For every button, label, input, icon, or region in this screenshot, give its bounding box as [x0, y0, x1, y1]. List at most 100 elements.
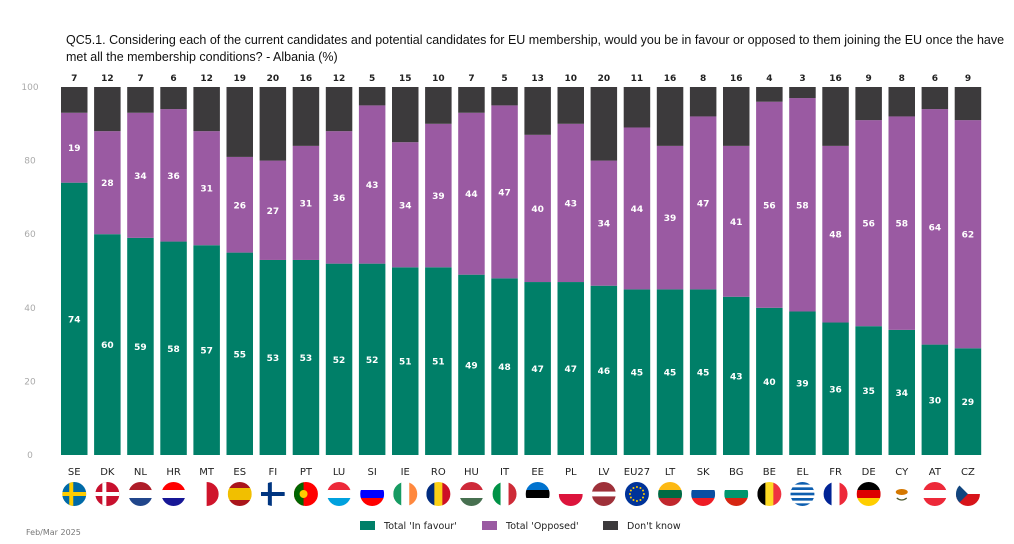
bar-segment — [623, 127, 651, 290]
category-label: HR — [166, 467, 181, 478]
cyprus-flag-icon — [889, 482, 914, 506]
data-label: 74 — [68, 315, 81, 325]
bar-segment — [160, 241, 187, 455]
data-label: 4 — [766, 74, 772, 84]
hungary-flag-icon — [459, 482, 484, 506]
data-label: 52 — [366, 356, 379, 366]
bar-segment — [723, 296, 750, 455]
category-label: HU — [464, 467, 479, 478]
data-label: 47 — [697, 199, 710, 209]
bar-segment — [557, 87, 584, 124]
data-label: 12 — [101, 74, 114, 84]
bar-segment — [557, 282, 584, 455]
legend-label: Total 'In favour' — [383, 521, 457, 532]
data-label: 35 — [862, 387, 875, 397]
data-label: 64 — [929, 223, 942, 233]
data-label: 6 — [170, 74, 176, 84]
bar-segment — [61, 87, 88, 113]
slovakia-flag-icon — [691, 482, 716, 506]
bar-segment — [259, 259, 287, 455]
data-label: 29 — [962, 398, 975, 408]
bar-segment — [723, 145, 750, 297]
bar-segment — [425, 267, 452, 455]
data-label: 49 — [465, 361, 478, 371]
data-label: 13 — [531, 74, 544, 84]
bar-segment — [623, 289, 651, 455]
croatia-flag-icon — [161, 482, 186, 506]
category-label: MT — [199, 467, 215, 478]
portugal-flag-icon — [293, 482, 318, 506]
legend-label: Don't know — [627, 521, 681, 532]
data-label: 34 — [895, 389, 908, 399]
category-label: SE — [68, 467, 81, 478]
bar-segment — [292, 145, 320, 260]
netherlands-flag-icon — [128, 482, 153, 506]
data-label: 9 — [965, 74, 971, 84]
bar-segment — [756, 87, 783, 102]
category-label: FI — [268, 467, 277, 478]
bar-segment — [921, 87, 949, 110]
bar-segment — [954, 348, 982, 455]
data-label: 19 — [233, 74, 246, 84]
category-label: DK — [100, 467, 115, 478]
data-label: 44 — [631, 205, 644, 215]
bar-segment — [325, 131, 353, 264]
data-label: 36 — [167, 172, 180, 182]
category-label: ES — [233, 467, 246, 478]
bar-segment — [358, 105, 386, 264]
denmark-flag-icon — [95, 482, 120, 506]
y-tick-label: 100 — [21, 83, 38, 93]
germany-flag-icon — [856, 482, 881, 506]
bar-segment — [491, 105, 518, 279]
data-label: 28 — [101, 179, 114, 189]
lithuania-flag-icon — [658, 482, 683, 506]
bar-segment — [822, 87, 849, 146]
data-label: 11 — [631, 74, 644, 84]
data-label: 7 — [468, 74, 474, 84]
finland-flag-icon — [260, 482, 285, 506]
data-label: 12 — [333, 74, 346, 84]
bar-segment — [789, 87, 816, 99]
bar-segment — [756, 307, 783, 455]
category-label: DE — [862, 467, 876, 478]
belgium-flag-icon — [757, 482, 782, 506]
category-label: LU — [333, 467, 345, 478]
legend-label: Total 'Opposed' — [505, 521, 579, 532]
bar-segment — [888, 116, 915, 330]
bar-segment — [656, 145, 684, 290]
data-label: 5 — [369, 74, 375, 84]
data-label: 39 — [796, 380, 809, 390]
data-label: 20 — [598, 74, 611, 84]
bar-segment — [94, 131, 121, 235]
data-label: 36 — [333, 194, 346, 204]
data-label: 7 — [71, 74, 77, 84]
category-label: PL — [565, 467, 577, 478]
greece-flag-icon — [790, 482, 815, 506]
bar-segment — [94, 87, 121, 132]
bar-segment — [656, 87, 684, 146]
italy-flag-icon — [492, 482, 517, 506]
y-tick-label: 0 — [27, 451, 33, 461]
bar-segment — [789, 311, 816, 455]
bar-segment — [822, 322, 849, 455]
bar-segment — [160, 109, 187, 242]
data-label: 57 — [200, 347, 213, 357]
poland-flag-icon — [558, 482, 583, 506]
bar-segment — [590, 87, 618, 161]
latvia-flag-icon — [591, 482, 616, 506]
data-label: 34 — [134, 172, 147, 182]
bar-segment — [888, 87, 915, 117]
data-label: 12 — [200, 74, 213, 84]
y-tick-label: 40 — [24, 304, 36, 314]
y-tick-label: 80 — [24, 157, 36, 167]
category-label: BG — [729, 467, 743, 478]
romania-flag-icon — [426, 482, 451, 506]
data-label: 26 — [233, 201, 246, 211]
data-label: 47 — [498, 188, 511, 198]
sweden-flag-icon — [62, 482, 87, 506]
data-label: 45 — [631, 369, 644, 379]
bar-segment — [392, 87, 419, 143]
bar-segment — [127, 237, 154, 455]
bar-segment — [756, 101, 783, 308]
